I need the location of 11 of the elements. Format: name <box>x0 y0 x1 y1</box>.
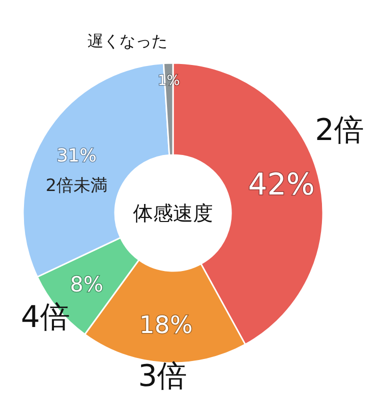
slice-label: 3倍 <box>138 359 188 394</box>
slice-label: 遅くなった <box>88 32 168 51</box>
slice-label: 2倍 <box>315 113 364 148</box>
data-label: 8% <box>70 272 104 296</box>
slice-label: 4倍 <box>20 300 70 336</box>
data-label: 42% <box>248 168 315 203</box>
data-label: 1% <box>158 73 180 90</box>
data-label: 31% <box>56 145 97 166</box>
slice-label: 2倍未満 <box>46 176 108 196</box>
text: 体感速度 <box>133 201 213 225</box>
data-label: 18% <box>139 310 193 339</box>
